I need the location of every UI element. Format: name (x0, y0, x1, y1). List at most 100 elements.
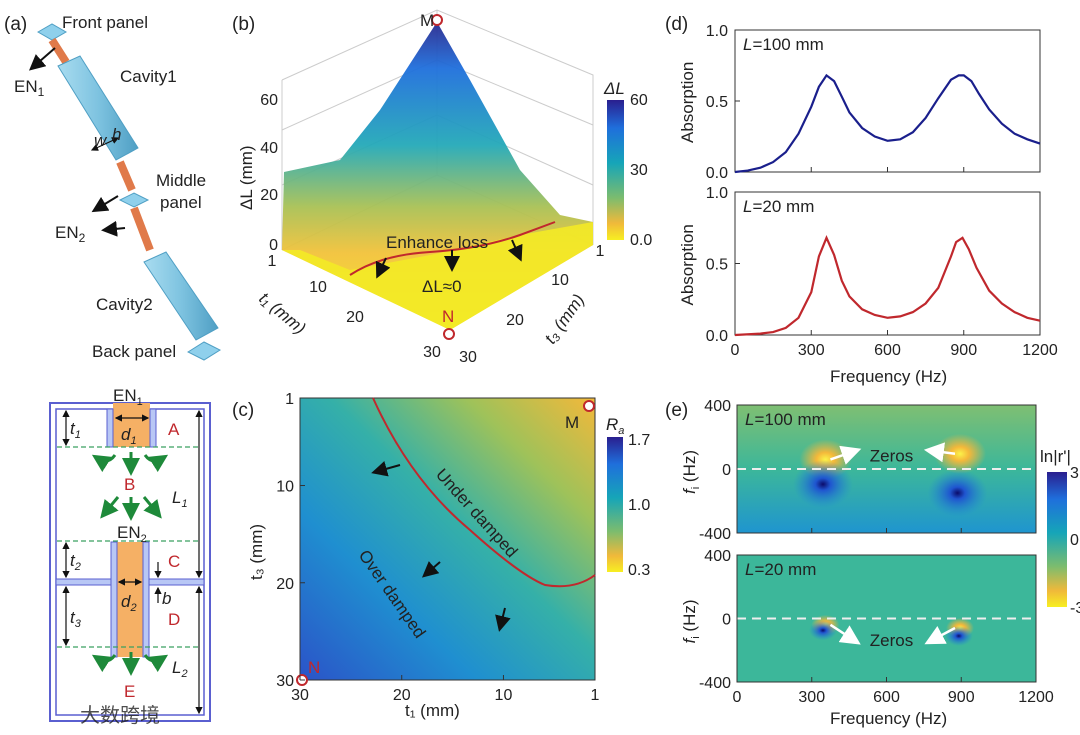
c-ytick-label: 1 (285, 391, 294, 408)
d-xtick-label: 0 (731, 342, 740, 359)
cavity1-shape (57, 55, 139, 161)
back-panel-shape (186, 341, 222, 361)
d-ylabel: Absorption (678, 62, 697, 143)
b-ztick: 20 (260, 187, 278, 204)
absorption-curve-L20 (734, 234, 1041, 337)
b-ytick: 30 (459, 349, 477, 366)
e-colorbar-tick: 0 (1070, 532, 1079, 549)
b-xtick: 30 (423, 344, 441, 361)
b-ytick: 1 (596, 243, 605, 260)
front-panel-shape (36, 23, 68, 41)
b-ztick: 60 (260, 92, 278, 109)
e-ylabel: fi (Hz) (680, 599, 702, 643)
e-xtick-label: 300 (798, 689, 825, 706)
e-colorbar-tick: 3 (1070, 465, 1079, 482)
c-colorbar-tick: 0.3 (628, 562, 650, 579)
c-ytick-label: 20 (276, 576, 294, 593)
region-D: D (168, 610, 180, 629)
d-series-label-var: L (743, 197, 752, 216)
zeros-arrow (829, 623, 861, 645)
c-colorbar-tick: 1.7 (628, 432, 650, 449)
enhance-loss-boundary (349, 221, 556, 276)
schematic-en1-label: EN1 (113, 386, 143, 408)
e-ytick-label: -400 (699, 675, 731, 692)
L2-label: L2 (172, 658, 188, 680)
zeros-annotation: Zeros (870, 446, 913, 465)
d-xlabel: Frequency (Hz) (830, 367, 947, 386)
d-series-label-var: L (743, 35, 752, 54)
d-series-label: L=100 mm (743, 35, 824, 54)
zeros-annotation: Zeros (870, 631, 913, 650)
neck-2-wall-left (110, 541, 118, 658)
b-xtick: 10 (309, 279, 327, 296)
w-label: w (94, 131, 108, 150)
region-A: A (168, 420, 180, 439)
middle-panel-label-1: Middle (156, 171, 206, 190)
t3-label: t3 (70, 608, 82, 630)
e-ytick-label: 400 (704, 398, 731, 415)
e-ytick-label: 0 (722, 462, 731, 479)
t2-label: t2 (70, 551, 81, 573)
e-ylabel-unit: (Hz) (680, 599, 699, 636)
d-ytick-label: 1.0 (706, 185, 728, 202)
e-ylabel-var: f (680, 637, 699, 644)
point-N-b (443, 328, 455, 340)
zero-blob (934, 433, 987, 474)
absorption-curve-L100 (734, 73, 1041, 174)
cavity2-shape (143, 251, 219, 341)
e-ylabel-var: f (680, 487, 699, 494)
b-colorbar-label: ΔL (603, 79, 625, 98)
e-ylabel-sub: i (690, 487, 702, 489)
d-ylabel: Absorption (678, 224, 697, 305)
middle-panel-shape (118, 192, 150, 208)
neck-2-wall-right (142, 541, 150, 658)
dimension-arrows (62, 409, 203, 715)
b-colorbar (607, 100, 624, 240)
e-ylabel-unit: (Hz) (680, 450, 699, 487)
e-xtick-label: 600 (873, 689, 900, 706)
c-ytick-label: 30 (276, 673, 294, 690)
e-colorbar-tick: -3 (1070, 600, 1080, 617)
en1-label: EN1 (14, 77, 45, 99)
c-damping-boundary (372, 397, 596, 588)
d-series-label-rest: =100 mm (752, 35, 823, 54)
point-M-c (583, 400, 595, 412)
t1-label: t1 (70, 419, 81, 441)
en2-label: EN2 (55, 223, 86, 245)
e-ytick-label: 0 (722, 612, 731, 629)
d-xtick-label: 300 (798, 342, 825, 359)
b-xtick: 20 (346, 309, 364, 326)
c-xtick-label: 30 (291, 687, 309, 704)
b-ylabel: t₃ (mm) (541, 291, 589, 348)
b-xtick: 1 (268, 253, 277, 270)
c-colorbar-tick: 1.0 (628, 497, 650, 514)
delta-l-zero-label: ΔL≈0 (422, 277, 462, 296)
d-xtick-label: 900 (950, 342, 977, 359)
3d-arrows (375, 239, 523, 279)
point-M-label-b: M (420, 11, 434, 30)
e-colorbar-label: ln|r'| (1040, 447, 1071, 466)
cavity2-label: Cavity2 (96, 295, 153, 314)
b-colorbar-tick: 0.0 (630, 232, 652, 249)
e-panel-label-var: L (745, 410, 754, 429)
e-ytick-label: 400 (704, 548, 731, 565)
cavity1-label: Cavity1 (120, 67, 177, 86)
panel-a-exploded-view: (a) Front panel EN1 Cavity1 w h Middle p… (4, 13, 222, 361)
watermark: 大数跨境 (80, 704, 160, 727)
region-C: C (168, 552, 180, 571)
neck-2 (117, 542, 143, 657)
d-xtick-label: 600 (874, 342, 901, 359)
enhance-loss-label: Enhance loss (386, 233, 488, 252)
c-ylabel: t₃ (mm) (247, 524, 266, 580)
d1-label: d1 (121, 425, 137, 447)
region-E: E (124, 682, 135, 701)
point-M-label-c: M (565, 413, 579, 432)
d-ytick-label: 0.5 (706, 257, 728, 274)
b-zlabel: ΔL (mm) (237, 145, 256, 210)
b-ytick: 20 (506, 312, 524, 329)
c-xtick-label: 20 (393, 687, 411, 704)
neck-1-wall-left (106, 408, 114, 448)
h-label: h (112, 125, 121, 144)
neck-1-wall-right (149, 408, 157, 448)
e-xtick-label: 0 (733, 689, 742, 706)
